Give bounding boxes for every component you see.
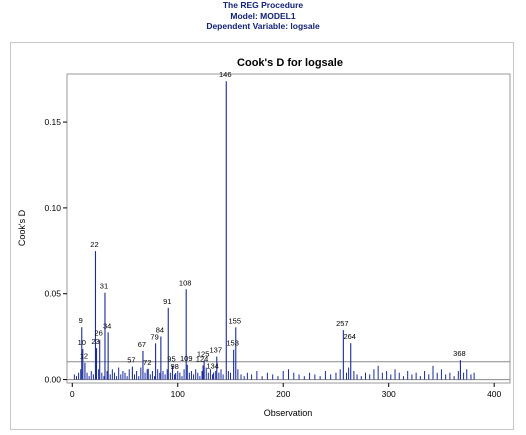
point-label-84: 84: [156, 325, 164, 334]
point-label-155: 155: [229, 316, 242, 325]
point-label-109: 109: [180, 354, 193, 363]
y-tick-label: 0.05: [44, 289, 61, 299]
x-axis: 0 100 200 300 400: [70, 383, 502, 399]
point-label-31: 31: [100, 282, 108, 291]
point-label-34: 34: [103, 321, 111, 330]
x-axis-label: Observation: [264, 408, 313, 418]
point-label-72: 72: [143, 358, 151, 367]
point-label-98: 98: [170, 362, 178, 371]
x-tick-label: 200: [276, 389, 290, 399]
point-label-125: 125: [197, 350, 210, 359]
y-axis: 0.00 0.05 0.10 0.15: [44, 117, 67, 385]
point-label-79: 79: [150, 332, 158, 341]
point-label-10: 10: [78, 338, 86, 347]
point-label-137: 137: [210, 346, 223, 355]
point-label-57: 57: [127, 356, 135, 365]
point-label-368: 368: [453, 349, 466, 358]
x-tick-label: 0: [70, 389, 75, 399]
point-label-26: 26: [95, 329, 103, 338]
model-label: Model: MODEL1: [230, 10, 296, 21]
point-label-12: 12: [80, 352, 88, 361]
x-tick-label: 300: [382, 389, 396, 399]
x-tick-label: 100: [171, 389, 185, 399]
point-label-22: 22: [90, 240, 98, 249]
plot-area: [66, 73, 511, 384]
point-label-67: 67: [138, 340, 146, 349]
y-tick-label: 0.10: [44, 203, 61, 213]
point-label-134: 134: [206, 362, 219, 371]
point-label-91: 91: [163, 297, 171, 306]
point-label-108: 108: [179, 278, 192, 287]
point-label-23: 23: [91, 337, 99, 346]
point-label-257: 257: [336, 319, 349, 328]
y-tick-label: 0.15: [44, 117, 61, 127]
procedure-header: The REG Procedure Model: MODEL1 Dependen…: [0, 0, 526, 32]
y-tick-label: 0.00: [44, 375, 61, 385]
point-label-153: 153: [226, 339, 239, 348]
point-label-124: 124: [196, 354, 209, 363]
y-axis-label: Cook's D: [17, 209, 27, 246]
procedure-title: The REG Procedure: [222, 0, 304, 10]
x-tick-label: 400: [487, 389, 501, 399]
point-label-146: 146: [219, 70, 232, 79]
chart-title: Cook's D for logsale: [237, 57, 343, 69]
dependent-variable-label: Dependent Variable: logsale: [206, 21, 320, 31]
point-label-9: 9: [79, 316, 83, 325]
point-label-95: 95: [167, 355, 175, 364]
chart-frame: [10, 42, 514, 430]
point-label-264: 264: [343, 332, 356, 341]
bars-group: [67, 81, 510, 381]
